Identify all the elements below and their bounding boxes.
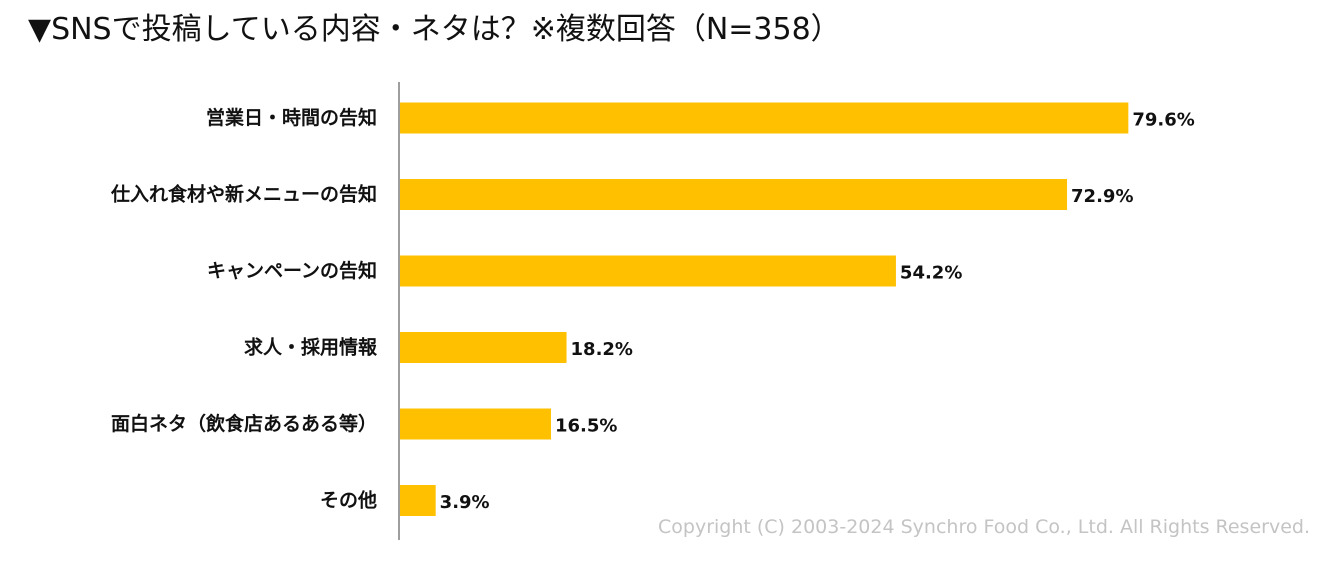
data-label: 72.9% xyxy=(1071,186,1133,207)
copyright-notice: Copyright (C) 2003-2024 Synchro Food Co.… xyxy=(658,516,1310,538)
category-label: 仕入れ食材や新メニューの告知 xyxy=(110,183,377,206)
category-label: 求人・採用情報 xyxy=(244,336,378,359)
bar xyxy=(400,255,896,287)
chart-title: ▼SNSで投稿している内容・ネタは？※複数回答（N=358） xyxy=(28,12,841,47)
bar xyxy=(400,485,436,516)
data-label: 79.6% xyxy=(1132,110,1194,131)
bar xyxy=(400,179,1068,210)
bar xyxy=(400,102,1129,134)
bar xyxy=(400,408,551,440)
data-label: 18.2% xyxy=(571,339,633,360)
category-label: キャンペーンの告知 xyxy=(207,259,377,282)
data-label: 3.9% xyxy=(440,492,490,513)
bar xyxy=(400,332,567,363)
category-label: 面白ネタ（飲食店あるある等） xyxy=(111,412,377,435)
data-label: 54.2% xyxy=(900,263,962,284)
data-label: 16.5% xyxy=(555,416,617,437)
category-label: その他 xyxy=(320,489,377,512)
category-label: 営業日・時間の告知 xyxy=(206,106,377,129)
